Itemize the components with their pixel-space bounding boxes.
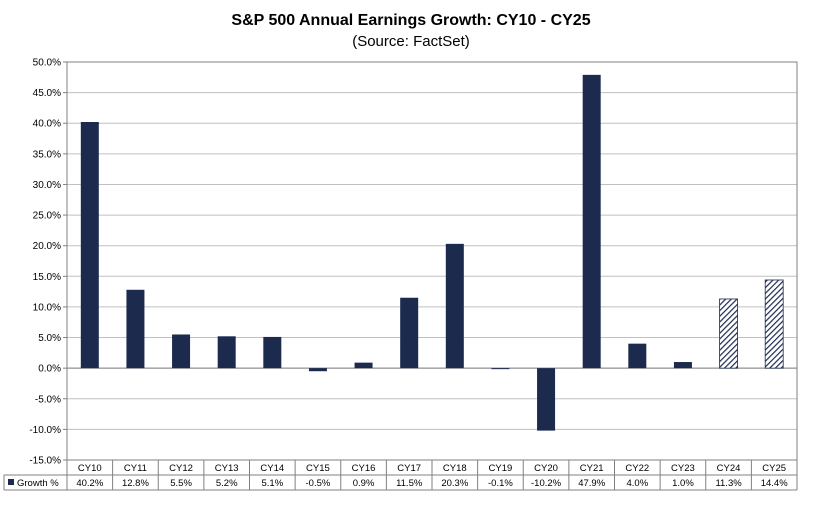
y-tick-label: 15.0%	[33, 272, 61, 283]
bar-cy14	[263, 336, 282, 369]
data-label: 12.8%	[122, 478, 149, 489]
bar-cy19	[491, 368, 510, 370]
data-label: 5.1%	[261, 478, 283, 489]
legend-swatch	[8, 479, 14, 485]
x-tick-label: CY14	[260, 463, 284, 474]
bar-cy24	[719, 298, 738, 369]
legend-label: Growth %	[17, 478, 59, 489]
x-tick-label: CY25	[762, 463, 786, 474]
y-tick-label: 5.0%	[38, 333, 61, 344]
bar-cy11	[126, 289, 145, 369]
x-tick-label: CY17	[397, 463, 421, 474]
x-tick-label: CY20	[534, 463, 558, 474]
bar-cy15	[308, 368, 327, 372]
x-tick-label: CY19	[489, 463, 513, 474]
data-label: -10.2%	[531, 478, 562, 489]
data-label: 4.0%	[626, 478, 648, 489]
data-label: 11.3%	[715, 478, 742, 489]
bar-cy17	[400, 297, 419, 369]
x-tick-label: CY22	[625, 463, 649, 474]
data-label: 1.0%	[672, 478, 694, 489]
data-label: 14.4%	[761, 478, 788, 489]
x-tick-label: CY15	[306, 463, 330, 474]
y-tick-label: -10.0%	[29, 425, 61, 436]
bar-cy13	[217, 336, 236, 369]
x-tick-label: CY11	[124, 463, 147, 474]
data-label: -0.1%	[488, 478, 513, 489]
x-tick-label: CY16	[352, 463, 376, 474]
y-tick-label: -5.0%	[35, 394, 61, 405]
data-label: 5.5%	[170, 478, 192, 489]
bar-cy21	[582, 74, 601, 369]
x-tick-label: CY18	[443, 463, 467, 474]
y-tick-label: 20.0%	[33, 241, 61, 252]
bar-cy16	[354, 362, 373, 369]
bar-cy10	[80, 122, 99, 369]
x-tick-label: CY23	[671, 463, 695, 474]
y-tick-label: 0.0%	[38, 364, 61, 375]
y-tick-label: 45.0%	[33, 88, 61, 99]
data-label: 0.9%	[353, 478, 375, 489]
plot-frame	[66, 61, 798, 461]
y-tick-label: 50.0%	[33, 58, 61, 69]
y-tick-label: 10.0%	[33, 302, 61, 313]
x-tick-label: CY13	[215, 463, 239, 474]
data-label: 11.5%	[396, 478, 423, 489]
y-tick-label: -15.0%	[29, 456, 61, 467]
chart-title: S&P 500 Annual Earnings Growth: CY10 - C…	[231, 12, 591, 29]
bar-cy25	[764, 279, 784, 369]
bar-cy20	[537, 368, 556, 431]
x-tick-label: CY10	[78, 463, 102, 474]
x-tick-label: CY21	[580, 463, 604, 474]
x-tick-label: CY12	[169, 463, 193, 474]
chart-subtitle: (Source: FactSet)	[352, 33, 470, 50]
data-label: 40.2%	[76, 478, 103, 489]
data-label: 20.3%	[441, 478, 468, 489]
data-label: 5.2%	[216, 478, 238, 489]
y-tick-label: 25.0%	[33, 211, 61, 222]
x-tick-label: CY24	[717, 463, 741, 474]
data-label: -0.5%	[306, 478, 331, 489]
y-tick-label: 30.0%	[33, 180, 61, 191]
bar-cy12	[172, 334, 191, 369]
bar-cy18	[445, 243, 464, 369]
bar-cy22	[628, 343, 647, 369]
data-label: 47.9%	[578, 478, 605, 489]
y-tick-label: 35.0%	[33, 149, 61, 160]
bar-cy23	[673, 362, 692, 369]
y-tick-label: 40.0%	[33, 119, 61, 130]
